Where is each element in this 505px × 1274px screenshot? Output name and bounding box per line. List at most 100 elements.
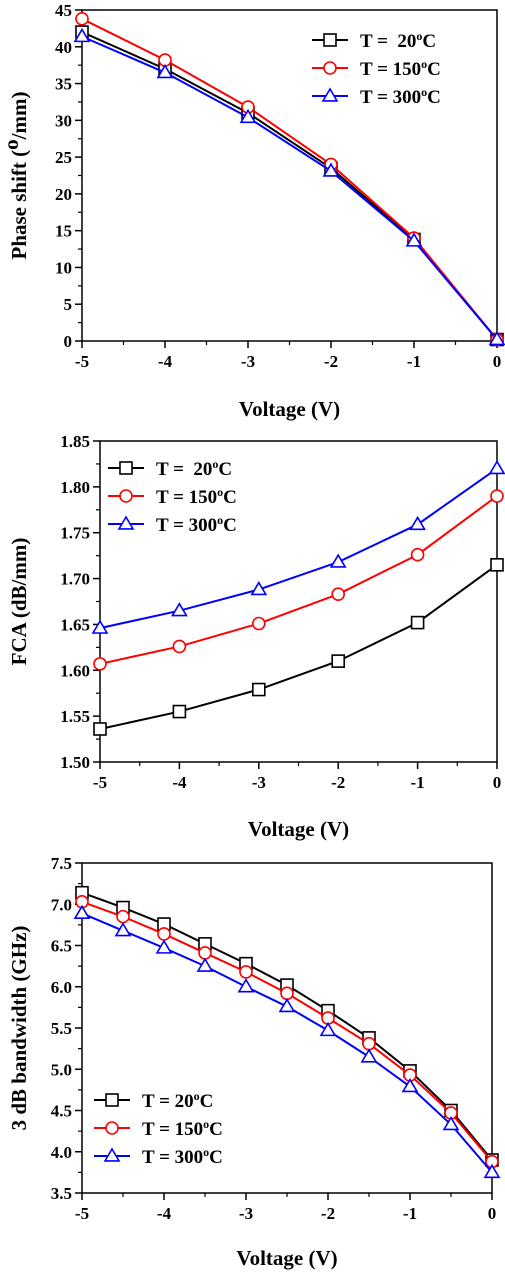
x-tick-label: -1 xyxy=(403,1204,417,1223)
data-point xyxy=(251,616,266,631)
label-main: T = 150 xyxy=(360,59,421,80)
label-main: T = 20 xyxy=(360,31,416,52)
y-tick-label: 1.65 xyxy=(60,615,90,634)
y-tick-label: 7.5 xyxy=(51,854,72,873)
data-point xyxy=(409,515,426,531)
data-point xyxy=(490,489,504,503)
data-point xyxy=(362,1036,376,1051)
y-axis-title: Phase shift (o/mm) xyxy=(0,92,31,260)
y-tick-label: 1.60 xyxy=(60,661,90,680)
data-point xyxy=(280,986,294,1001)
label-main: FCA (dB/mm) xyxy=(7,538,31,666)
y-tick-label: 15 xyxy=(55,222,72,241)
data-point xyxy=(410,547,425,562)
data-point xyxy=(116,909,130,924)
series-triangle xyxy=(91,459,505,634)
y-axis-title: 3 dB bandwidth (GHz) xyxy=(7,926,31,1131)
chart-fca: -5 -4 -3 -2 -1 0 1.50 1.55 1.60 1.65 1.70 1.75 1.80 1… xyxy=(7,432,505,841)
x-tick-label: -4 xyxy=(172,773,187,792)
legend-marker xyxy=(323,61,337,75)
x-tick-label: -5 xyxy=(93,773,107,792)
data-point xyxy=(73,27,91,43)
legend-label: T = 150oC xyxy=(142,1117,223,1140)
data-point xyxy=(239,108,257,124)
data-point xyxy=(91,619,109,634)
legend-label: T = 300oC xyxy=(360,85,441,108)
label-superscript: o xyxy=(416,29,422,43)
y-tick-label: 1.85 xyxy=(60,432,90,451)
legend-marker xyxy=(119,461,133,475)
data-point xyxy=(252,682,266,697)
x-tick-label: -3 xyxy=(252,773,266,792)
label-superscript: o xyxy=(217,513,223,527)
series-line xyxy=(99,467,498,630)
data-point xyxy=(239,965,253,979)
y-tick-label: 0 xyxy=(64,332,73,351)
y-tick-label: 5.0 xyxy=(51,1060,72,1079)
data-point xyxy=(331,654,346,668)
chart-3db-bandwidth: -5 -4 -3 -2 -1 0 3.5 4.0 4.5 5.0 5.5 6.0 6.5 7.0 7.5 Vo… xyxy=(7,854,501,1270)
y-tick-label: 1.70 xyxy=(60,570,90,589)
label-tail: C xyxy=(223,515,237,536)
series-line xyxy=(81,17,498,341)
data-point xyxy=(442,1115,460,1131)
y-tick-label: 7.0 xyxy=(51,895,72,914)
x-tick-label: -4 xyxy=(157,1204,172,1223)
label-tail: C xyxy=(427,87,441,108)
x-axis-title: Voltage (V) xyxy=(248,817,349,841)
label-superscript: o xyxy=(421,85,427,99)
legend-marker xyxy=(105,1093,119,1107)
legend-marker xyxy=(321,87,339,102)
label-superscript: o xyxy=(203,1145,209,1159)
data-point xyxy=(93,722,107,736)
label-main: T = 20 xyxy=(142,1091,194,1112)
data-point xyxy=(73,904,91,920)
data-point xyxy=(278,997,296,1013)
x-tick-label: -3 xyxy=(239,1204,253,1223)
data-point xyxy=(360,1048,378,1063)
series-square xyxy=(93,558,504,736)
data-point xyxy=(322,162,340,177)
chart-phase-shift: -5 -4 -3 -2 -1 0 0 5 10 15 20 25 30 35 40 45 Voltage (V)… xyxy=(0,1,505,421)
y-tick-label: 30 xyxy=(55,111,72,130)
y-tick-label: 1.55 xyxy=(60,707,90,726)
y-tick-label: 1.50 xyxy=(60,753,90,772)
data-point xyxy=(410,615,425,630)
label-superscript: o xyxy=(194,1089,200,1103)
y-tick-label: 4.0 xyxy=(51,1143,72,1162)
y-tick-label: 5.5 xyxy=(51,1019,72,1038)
data-point xyxy=(405,232,423,247)
data-point xyxy=(93,657,107,671)
legend-marker xyxy=(105,1121,119,1135)
label-main: T = 150 xyxy=(142,1119,203,1140)
data-point xyxy=(75,12,89,26)
data-point xyxy=(198,946,212,960)
series-line xyxy=(99,495,498,665)
data-point xyxy=(250,580,268,596)
label-tail: C xyxy=(209,1147,223,1168)
y-tick-label: 35 xyxy=(55,75,72,94)
data-point xyxy=(172,704,187,719)
y-tick-label: 1.80 xyxy=(60,478,90,497)
y-axis-title: FCA (dB/mm) xyxy=(7,538,31,666)
legend-label: T = 20oC xyxy=(142,1089,213,1112)
series-circle xyxy=(93,489,504,671)
legend-marker xyxy=(117,515,135,530)
x-tick-label: -1 xyxy=(407,352,421,371)
label-superscript: o xyxy=(0,139,23,150)
y-tick-label: 4.5 xyxy=(51,1102,72,1121)
series-triangle xyxy=(73,27,505,346)
x-tick-label: -5 xyxy=(75,352,89,371)
label-main: T = 20 xyxy=(156,459,212,480)
legend-label: T = 20oC xyxy=(156,457,232,480)
legend-label: T = 300oC xyxy=(156,513,237,536)
data-point xyxy=(156,63,174,79)
label-main: Phase shift ( xyxy=(7,150,31,260)
data-point xyxy=(157,927,171,941)
data-point xyxy=(155,939,173,954)
data-point xyxy=(319,1021,337,1037)
label-superscript: o xyxy=(217,485,223,499)
